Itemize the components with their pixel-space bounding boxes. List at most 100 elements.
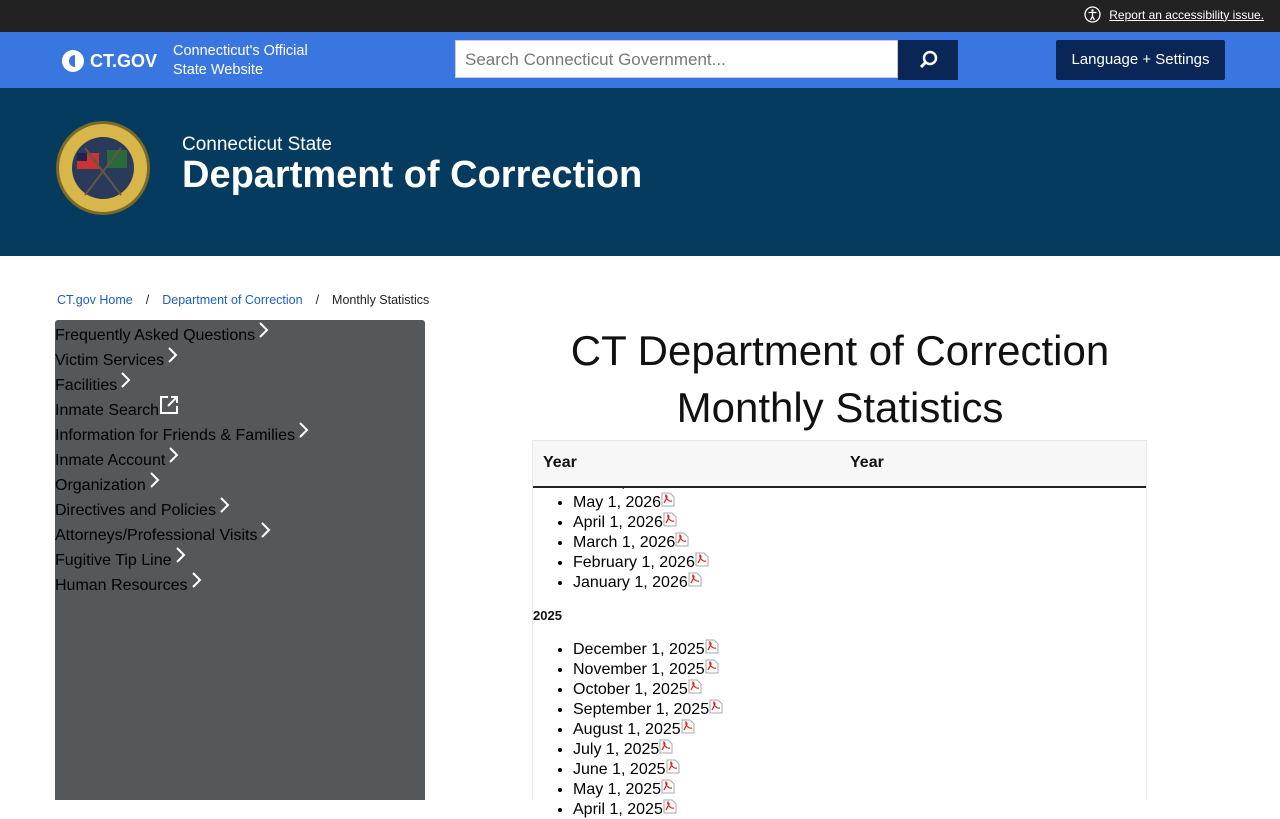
pdf-link-text[interactable]: April 1, 2026 <box>573 514 663 531</box>
pdf-icon <box>675 532 689 547</box>
pdf-link[interactable]: September 1, 2025 <box>573 699 1146 719</box>
breadcrumb-link[interactable]: Department of Correction <box>162 293 303 307</box>
pdf-link[interactable]: April 1, 2026 <box>573 512 1146 532</box>
pdf-link-text[interactable]: June 1, 2025 <box>573 761 666 778</box>
sidebar-item[interactable]: Human Resources <box>55 570 425 595</box>
year-column: 2025 December 1, 2025 November 1, 2025 Octo… <box>533 608 1146 819</box>
sidebar-label[interactable]: Facilities <box>55 377 118 394</box>
search-button[interactable] <box>898 40 958 80</box>
pdf-icon <box>663 799 677 814</box>
chevron-icon <box>259 322 269 338</box>
search-icon <box>919 50 938 69</box>
sidebar-label[interactable]: Fugitive Tip Line <box>55 552 172 569</box>
pdf-link-text[interactable]: May 1, 2026 <box>573 494 662 511</box>
page-title: CT Department of Correction Monthly Stat… <box>570 327 1110 431</box>
sidebar-label[interactable]: Inmate Search <box>55 402 160 419</box>
table-header: Year Year <box>533 441 1146 488</box>
language-button[interactable]: Language + Settings <box>1056 40 1225 80</box>
chevron-icon <box>168 347 178 363</box>
pdf-link[interactable]: May 1, 2025 <box>573 779 1146 799</box>
year-label: 2025 <box>533 608 562 623</box>
pdf-link-text[interactable]: October 1, 2025 <box>573 681 688 698</box>
chevron-icon <box>150 472 160 488</box>
banner-subtitle: Connecticut State <box>182 134 332 155</box>
pdf-link-text[interactable]: January 1, 2026 <box>573 574 688 591</box>
breadcrumb-link[interactable]: CT.gov Home <box>57 293 133 307</box>
sidebar-item[interactable]: Information for Friends & Families <box>55 420 425 445</box>
banner-title: Department of Correction <box>182 154 643 196</box>
sidebar-item[interactable]: Victim Services <box>55 345 425 370</box>
pdf-link-text[interactable]: February 1, 2026 <box>573 554 695 571</box>
banner: Connecticut State Department of Correcti… <box>0 88 1280 256</box>
sidebar-item[interactable]: Directives and Policies <box>55 495 425 520</box>
breadcrumb: CT.gov Home / Department of Correction / Mon… <box>57 293 430 307</box>
accessibility-icon <box>1084 6 1101 23</box>
sidebar-label[interactable]: Directives and Policies <box>55 502 216 519</box>
pdf-link[interactable]: August 1, 2025 <box>573 719 1146 739</box>
pdf-link[interactable]: May 1, 2026 <box>573 492 1146 512</box>
sidebar-item[interactable]: Inmate Account <box>55 445 425 470</box>
pdf-icon <box>695 552 709 567</box>
pdf-link[interactable]: April 1, 2025 <box>573 799 1146 819</box>
sidebar-item[interactable]: Attorneys/Professional Visits <box>55 520 425 545</box>
pdf-icon <box>681 719 695 734</box>
pdf-link-text[interactable]: August 1, 2025 <box>573 721 681 738</box>
pdf-icon <box>666 759 680 774</box>
search-input[interactable]: Search Connecticut Government... <box>455 40 898 78</box>
sidebar-label[interactable]: Victim Services <box>55 352 165 369</box>
pdf-link[interactable]: March 1, 2026 <box>573 532 1146 552</box>
sidebar: Frequently Asked Questions Victim Service… <box>55 320 425 800</box>
sidebar-label[interactable]: Frequently Asked Questions <box>55 327 256 344</box>
pdf-link[interactable]: December 1, 2025 <box>573 639 1146 659</box>
sidebar-label[interactable]: Inmate Account <box>55 452 166 469</box>
pdf-link-text[interactable]: March 1, 2026 <box>573 534 676 551</box>
chevron-icon <box>169 447 179 463</box>
link-list: December 1, 2025 November 1, 2025 October … <box>533 639 1146 819</box>
logo[interactable]: CT.GOV <box>62 50 157 72</box>
pdf-icon <box>663 512 677 527</box>
link-list: June 1, 2026May 1, 2026April 1, 2026Marc… <box>533 472 1146 592</box>
sidebar-item[interactable]: Facilities <box>55 370 425 395</box>
pdf-link[interactable]: June 1, 2025 <box>573 759 1146 779</box>
sidebar-item[interactable]: Fugitive Tip Line <box>55 545 425 570</box>
chevron-icon <box>299 422 309 438</box>
pdf-link[interactable]: July 1, 2025 <box>573 739 1146 759</box>
pdf-icon <box>705 659 719 674</box>
pdf-link[interactable]: November 1, 2025 <box>573 659 1146 679</box>
sidebar-item[interactable]: Organization <box>55 470 425 495</box>
pdf-link[interactable]: October 1, 2025 <box>573 679 1146 699</box>
sidebar-item[interactable]: Frequently Asked Questions <box>55 320 425 345</box>
tagline: Connecticut's Official State Website <box>173 43 308 78</box>
sidebar-label[interactable]: Human Resources <box>55 577 188 594</box>
pdf-link-text[interactable]: May 1, 2025 <box>573 781 662 798</box>
sidebar-label[interactable]: Information for Friends & Families <box>55 427 296 444</box>
chevron-icon <box>121 372 131 388</box>
chevron-icon <box>175 547 185 563</box>
pdf-icon <box>705 639 719 654</box>
pdf-icon <box>688 572 702 587</box>
pdf-icon <box>661 492 675 507</box>
sidebar-item[interactable]: Inmate Search <box>55 395 425 420</box>
external-icon <box>160 396 179 414</box>
seal <box>56 121 150 215</box>
chevron-icon <box>220 497 230 513</box>
logo-text[interactable]: CT.GOV <box>90 50 158 71</box>
accessibility-link[interactable]: Report an accessibility issue. <box>1084 6 1264 23</box>
pdf-link-text[interactable]: September 1, 2025 <box>573 701 710 718</box>
header: CT.GOV Connecticut's Official State Webs… <box>0 32 1280 88</box>
pdf-link-text[interactable]: December 1, 2025 <box>573 641 705 658</box>
pdf-link-text[interactable]: April 1, 2025 <box>573 801 663 818</box>
pdf-link[interactable]: February 1, 2026 <box>573 552 1146 572</box>
stats-table: Year Year 2026June 1, 2026May 1, 2026Apr… <box>532 440 1147 818</box>
accessibility-text[interactable]: Report an accessibility issue. <box>1109 7 1264 22</box>
sidebar-label[interactable]: Attorneys/Professional Visits <box>55 527 258 544</box>
pdf-link[interactable]: January 1, 2026 <box>573 572 1146 592</box>
sidebar-label[interactable]: Organization <box>55 477 146 494</box>
pdf-link-text[interactable]: November 1, 2025 <box>573 661 705 678</box>
chevron-icon <box>191 572 201 588</box>
column-header: Year <box>850 454 884 471</box>
chevron-icon <box>261 522 271 538</box>
pdf-link-text[interactable]: July 1, 2025 <box>573 741 660 758</box>
column-header: Year <box>543 454 577 471</box>
logo-icon <box>62 50 84 72</box>
